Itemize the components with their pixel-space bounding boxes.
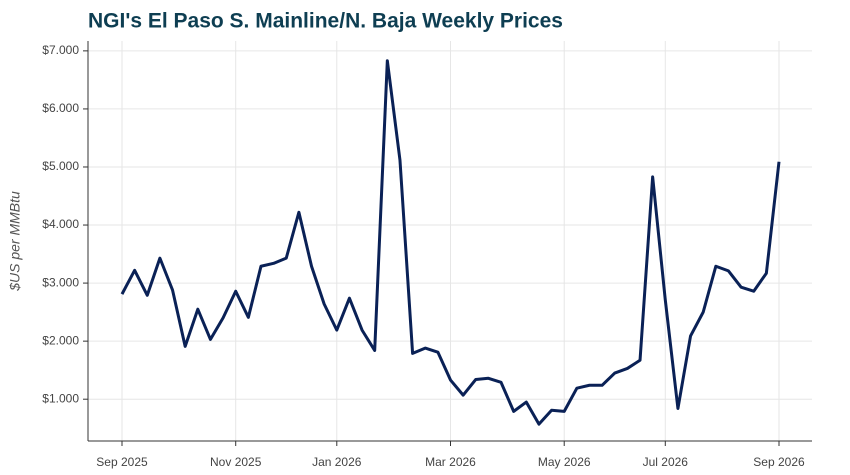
y-tick-label: $5.000 bbox=[42, 159, 79, 173]
y-tick-label: $1.000 bbox=[42, 391, 79, 405]
x-tick-label: Jul 2026 bbox=[643, 455, 689, 469]
y-tick-label: $3.000 bbox=[42, 275, 79, 289]
x-tick-label: Jan 2026 bbox=[312, 455, 362, 469]
y-tick-label: $2.000 bbox=[42, 333, 79, 347]
x-tick-label: May 2026 bbox=[538, 455, 591, 469]
y-axis-label: $US per MMBtu bbox=[7, 191, 23, 292]
y-tick-label: $4.000 bbox=[42, 217, 79, 231]
x-tick-label: Sep 2025 bbox=[96, 455, 148, 469]
x-tick-label: Mar 2026 bbox=[425, 455, 476, 469]
x-tick-label: Nov 2025 bbox=[210, 455, 262, 469]
y-tick-label: $7.000 bbox=[42, 43, 79, 57]
x-tick-label: Sep 2026 bbox=[753, 455, 805, 469]
y-tick-label: $6.000 bbox=[42, 101, 79, 115]
chart-title: NGI's El Paso S. Mainline/N. Baja Weekly… bbox=[88, 10, 563, 33]
price-line bbox=[120, 59, 781, 426]
